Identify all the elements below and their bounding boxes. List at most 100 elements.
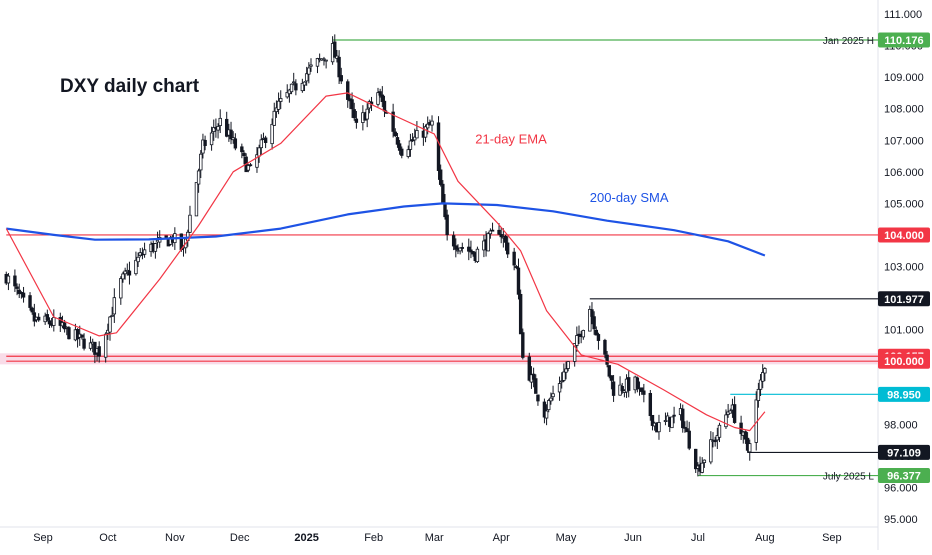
candle-body (467, 246, 471, 252)
candle-body (458, 247, 462, 252)
candle-body (611, 381, 616, 396)
candle-body (413, 136, 417, 141)
candle-body (527, 356, 531, 381)
candle-body (322, 58, 326, 61)
candle-body (62, 322, 67, 330)
candle-body (423, 126, 428, 138)
candle-body (499, 234, 503, 238)
price-label-box (878, 444, 930, 460)
y-tick-label: 95.000 (884, 514, 918, 526)
candle-body (454, 245, 458, 250)
candle-body (279, 98, 283, 102)
candles (4, 34, 767, 477)
y-tick-label: 111.000 (884, 9, 922, 21)
support-zone-band (0, 353, 878, 365)
candle-body (560, 380, 564, 383)
candle-body (551, 393, 555, 398)
candle-body (218, 117, 222, 126)
x-tick-label: Sep (822, 532, 842, 544)
candle-body (497, 229, 501, 235)
candle-body (242, 152, 246, 157)
candle-body (685, 428, 689, 433)
candle-body (248, 164, 253, 167)
candle-body (441, 183, 445, 205)
grid (0, 0, 879, 550)
candle-body (196, 170, 201, 185)
candle-body (572, 343, 577, 362)
candle-body (259, 139, 263, 149)
candle-body (702, 459, 707, 463)
price-label-box (878, 386, 930, 402)
candle-body (21, 292, 26, 298)
candle-body (112, 297, 117, 315)
candle-body (393, 131, 397, 137)
price-label-text: 98.950 (887, 389, 921, 401)
candle-body (123, 270, 127, 275)
candle-body (121, 273, 125, 280)
candle-body (445, 214, 449, 236)
candle-body (518, 293, 523, 335)
candle-body (544, 410, 549, 419)
candle-body (307, 67, 311, 75)
moving-averages (5, 92, 766, 432)
candle-body (605, 354, 609, 365)
price-label-box (878, 32, 930, 48)
candle-body (209, 132, 214, 146)
price-label-box (878, 227, 930, 243)
candle-body (609, 375, 614, 381)
candle-body (542, 401, 547, 418)
candle-body (285, 91, 289, 98)
candle-body (581, 330, 586, 338)
x-tick-label: Oct (99, 532, 116, 544)
candle-body (756, 388, 761, 401)
candle-body (333, 41, 337, 58)
candle-body (531, 373, 536, 380)
candle-body (17, 289, 21, 294)
candle-body (58, 317, 62, 326)
candle-body (575, 335, 579, 346)
y-tick-label: 105.000 (884, 198, 924, 210)
candle-body (761, 372, 765, 382)
candle-body (758, 379, 763, 390)
candle-body (380, 94, 385, 103)
candle-body (469, 249, 473, 253)
y-tick-label: 107.000 (884, 135, 924, 147)
candle-body (225, 118, 229, 137)
x-tick-label: Apr (493, 532, 510, 544)
y-tick-label: 103.000 (884, 262, 924, 274)
candle-body (272, 110, 276, 126)
candle-body (257, 147, 261, 157)
candle-body (557, 383, 562, 393)
candle-body (324, 59, 328, 62)
candle-body (700, 462, 704, 473)
candle-body (188, 214, 192, 233)
price-label-box (878, 291, 930, 307)
price-labels: 104.000101.977100.157100.00098.95097.109… (823, 32, 930, 484)
candle-body (216, 126, 220, 131)
candle-body (203, 139, 207, 146)
candle-body (549, 397, 553, 402)
x-tick-label: Jun (624, 532, 642, 544)
candle-body (694, 448, 698, 470)
candle-body (566, 361, 570, 369)
candle-body (6, 275, 11, 284)
y-tick-label: 101.000 (884, 325, 924, 337)
candle-body (229, 129, 233, 140)
candle-body (486, 233, 490, 252)
candle-body (103, 333, 108, 358)
candle-body (294, 83, 298, 91)
x-tick-label: Nov (165, 532, 185, 544)
candle-body (564, 368, 568, 373)
candle-body (709, 439, 713, 463)
candle-body (82, 338, 86, 349)
candle-body (657, 422, 661, 433)
candle-body (732, 404, 737, 423)
candle-body (603, 339, 607, 355)
candle-body (648, 393, 653, 417)
candle-body (36, 316, 41, 321)
y-tick-label: 109.000 (884, 72, 924, 84)
candle-body (97, 346, 101, 357)
candle-body (451, 235, 456, 247)
